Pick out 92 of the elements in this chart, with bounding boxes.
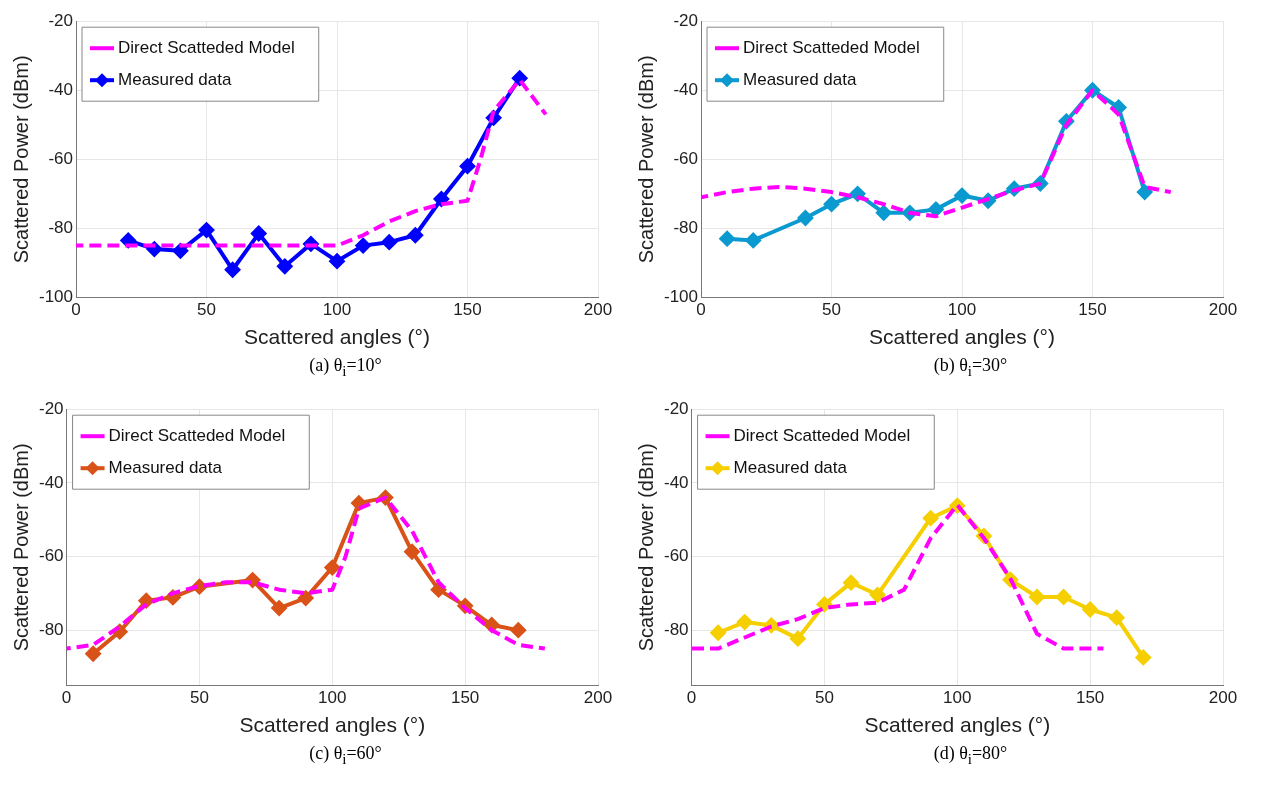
point xyxy=(875,204,892,221)
text: (d) θ$_{i}$=80° xyxy=(932,742,1009,768)
legend-label: Direct Scatteded Model xyxy=(118,37,295,57)
x-tick-label: 200 xyxy=(1208,687,1238,707)
y-tick-label: -40 xyxy=(673,79,699,99)
x-tick-label: 0 xyxy=(686,687,697,707)
x-tick-label: 200 xyxy=(583,687,613,707)
point xyxy=(433,191,450,207)
legend-label: Direct Scatteded Model xyxy=(733,425,911,445)
x-axis-title: Scattered angles (°) xyxy=(864,712,1051,736)
x-tick-label: 0 xyxy=(696,300,706,320)
point xyxy=(797,209,814,226)
y-tick-label: -20 xyxy=(38,398,64,418)
point xyxy=(404,543,420,560)
x-tick-label: 150 xyxy=(450,687,480,707)
y-tick-label: -80 xyxy=(663,619,689,639)
point xyxy=(329,253,346,270)
legend-label: Measured data xyxy=(733,457,848,477)
point xyxy=(1082,601,1099,618)
y-tick-label: -20 xyxy=(673,10,699,30)
point xyxy=(198,222,215,239)
y-tick-label: -60 xyxy=(673,148,699,168)
legend-label: Measured data xyxy=(118,69,232,89)
y-tick-label: -20 xyxy=(48,10,74,30)
y-tick-label: -60 xyxy=(38,545,64,565)
x-tick-label: 150 xyxy=(1075,687,1105,707)
x-tick-label: 100 xyxy=(947,300,977,320)
y-tick-label: -60 xyxy=(48,148,74,168)
x-tick-label: 50 xyxy=(822,300,841,320)
x-tick-label: 100 xyxy=(318,687,347,707)
x-tick-label: 200 xyxy=(1208,300,1238,320)
x-tick-label: 50 xyxy=(814,687,834,707)
point xyxy=(736,613,753,630)
point xyxy=(954,187,971,204)
x-axis-title: Scattered angles (°) xyxy=(244,325,430,349)
x-axis-title: Scattered angles (°) xyxy=(239,712,426,736)
point xyxy=(1108,609,1125,626)
y-tick-label: -80 xyxy=(48,218,74,238)
point xyxy=(745,232,762,249)
legend-label: Direct Scatteded Model xyxy=(108,425,286,445)
x-tick-label: 100 xyxy=(322,300,352,320)
x-tick-label: 50 xyxy=(197,300,216,320)
y-tick-label: -80 xyxy=(673,218,699,238)
point xyxy=(1136,184,1153,201)
point xyxy=(843,574,859,591)
point xyxy=(869,586,886,603)
y-axis-title: Scattered Power (dBm) xyxy=(9,55,32,264)
x-tick-label: 200 xyxy=(583,300,613,320)
y-tick-label: -80 xyxy=(38,619,64,639)
x-tick-label: 100 xyxy=(943,687,972,707)
y-tick-label: -60 xyxy=(663,545,689,565)
point xyxy=(271,599,288,616)
point xyxy=(1029,588,1045,605)
point xyxy=(355,237,372,254)
y-tick-label: -40 xyxy=(663,472,689,492)
legend-label: Measured data xyxy=(108,457,223,477)
point xyxy=(710,624,727,641)
point xyxy=(816,595,833,612)
point xyxy=(85,645,102,662)
point xyxy=(719,230,736,247)
x-tick-label: 0 xyxy=(71,300,81,320)
point xyxy=(789,630,806,647)
x-tick-label: 50 xyxy=(189,687,209,707)
x-axis-title: Scattered angles (°) xyxy=(869,325,1055,349)
point xyxy=(224,261,241,278)
point xyxy=(927,201,944,218)
text: (c) θ$_{i}$=60° xyxy=(308,742,383,768)
y-tick-label: -20 xyxy=(663,398,689,418)
x-tick-label: 0 xyxy=(61,687,72,707)
y-tick-label: -40 xyxy=(38,472,64,492)
x-tick-label: 150 xyxy=(453,300,482,320)
legend-label: Direct Scatteded Model xyxy=(743,37,920,57)
y-tick-label: -40 xyxy=(48,79,74,99)
point xyxy=(250,225,267,242)
point xyxy=(1055,588,1072,605)
point xyxy=(407,227,424,244)
y-axis-title: Scattered Power (dBm) xyxy=(9,442,32,651)
legend-label: Measured data xyxy=(743,69,857,89)
y-axis-title: Scattered Power (dBm) xyxy=(634,442,657,651)
x-tick-label: 150 xyxy=(1078,300,1107,320)
point xyxy=(324,559,341,576)
text: (b) θ$_{i}$=30° xyxy=(932,355,1009,380)
point xyxy=(276,258,293,275)
point xyxy=(922,509,939,526)
point xyxy=(459,158,476,175)
text: (a) θ$_{i}$=10° xyxy=(308,355,383,380)
point xyxy=(381,234,398,251)
point xyxy=(823,196,840,213)
point xyxy=(510,621,527,638)
point xyxy=(1135,649,1152,666)
y-axis-title: Scattered Power (dBm) xyxy=(634,55,657,264)
point xyxy=(297,589,314,606)
